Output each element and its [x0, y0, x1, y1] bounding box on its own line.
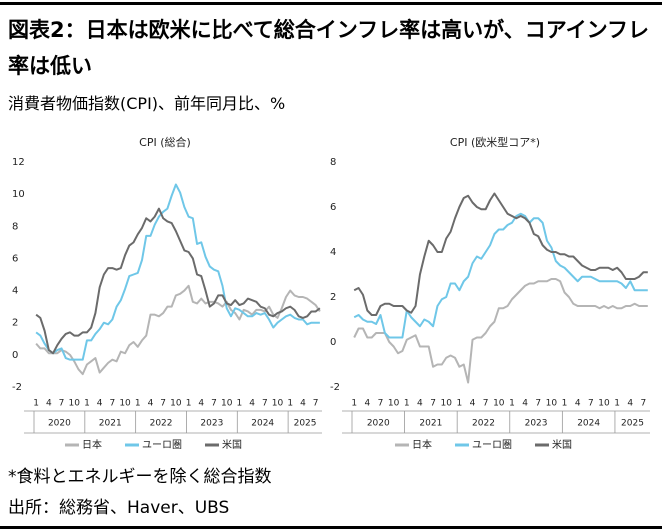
- y-tick-label: 8: [12, 221, 18, 232]
- y-tick-label: 0: [12, 350, 18, 361]
- year-label: 2024: [251, 419, 274, 429]
- y-tick-label: 2: [330, 292, 336, 303]
- year-label: 2021: [99, 419, 122, 429]
- x-tick-label: 7: [535, 399, 541, 409]
- x-tick-label: 1: [351, 399, 357, 409]
- series-line: [35, 183, 320, 361]
- x-tick-label: 4: [249, 399, 255, 409]
- year-label: 2024: [577, 419, 600, 429]
- series-line: [353, 192, 648, 316]
- x-tick-label: 10: [440, 399, 452, 409]
- x-tick-label: 7: [211, 399, 217, 409]
- x-tick-label: 10: [221, 399, 233, 409]
- legend-label: ユーロ圏: [472, 439, 512, 451]
- page-title: 図表2：日本は欧米に比べて総合インフレ率は高いが、コアインフレ率は低い: [8, 18, 650, 78]
- x-tick-label: 10: [170, 399, 182, 409]
- x-tick-label: 7: [483, 399, 489, 409]
- x-tick-label: 10: [546, 399, 558, 409]
- y-tick-label: 10: [12, 189, 25, 200]
- year-label: 2025: [621, 419, 644, 429]
- x-tick-label: 10: [119, 399, 131, 409]
- x-tick-label: 10: [598, 399, 610, 409]
- y-tick-label: 4: [12, 286, 18, 297]
- top-rule: [0, 2, 662, 5]
- x-tick-label: 4: [522, 399, 528, 409]
- x-tick-label: 1: [509, 399, 515, 409]
- x-tick-label: 4: [97, 399, 103, 409]
- series-line: [35, 284, 321, 376]
- year-label: 2021: [419, 419, 442, 429]
- x-tick-label: 7: [160, 399, 166, 409]
- x-tick-label: 1: [237, 399, 243, 409]
- y-tick-label: 0: [330, 337, 336, 348]
- x-tick-label: 4: [575, 399, 581, 409]
- y-tick-label: 4: [330, 247, 336, 258]
- legend-label: ユーロ圏: [142, 439, 182, 451]
- x-tick-label: 4: [364, 399, 370, 409]
- x-tick-label: 1: [404, 399, 410, 409]
- x-tick-label: 10: [69, 399, 81, 409]
- legend-label: 米国: [552, 438, 572, 451]
- x-tick-label: 10: [388, 399, 400, 409]
- source: 出所：総務省、Haver、UBS: [8, 498, 230, 518]
- x-tick-label: 7: [641, 399, 647, 409]
- series-line: [353, 212, 648, 339]
- chart-title: CPI (総合): [139, 135, 191, 149]
- x-tick-label: 1: [457, 399, 463, 409]
- year-label: 2022: [150, 419, 173, 429]
- x-tick-label: 4: [417, 399, 423, 409]
- y-tick-label: -2: [330, 382, 340, 393]
- x-tick-label: 7: [588, 399, 594, 409]
- x-tick-label: 4: [627, 399, 633, 409]
- y-tick-label: 8: [330, 157, 336, 168]
- x-tick-label: 10: [493, 399, 505, 409]
- year-label: 2020: [367, 419, 390, 429]
- x-tick-label: 1: [186, 399, 192, 409]
- series-line: [353, 278, 648, 384]
- x-tick-label: 4: [198, 399, 204, 409]
- legend-label: 日本: [82, 438, 102, 451]
- x-tick-label: 1: [562, 399, 568, 409]
- year-label: 2020: [48, 419, 71, 429]
- legend-label: 日本: [412, 438, 432, 451]
- year-label: 2025: [294, 419, 317, 429]
- page-subtitle: 消費者物価指数(CPI)、前年同月比、%: [8, 94, 286, 113]
- x-tick-label: 7: [109, 399, 115, 409]
- x-tick-label: 4: [470, 399, 476, 409]
- year-label: 2023: [525, 419, 548, 429]
- footnote: *食料とエネルギーを除く総合指数: [8, 467, 272, 487]
- x-tick-label: 7: [430, 399, 436, 409]
- x-tick-label: 1: [84, 399, 90, 409]
- x-tick-label: 7: [313, 399, 319, 409]
- x-tick-label: 1: [287, 399, 293, 409]
- chart-title: CPI (欧米型コア*): [450, 135, 540, 149]
- year-label: 2022: [472, 419, 495, 429]
- bottom-rule: [0, 526, 662, 529]
- x-tick-label: 1: [614, 399, 620, 409]
- x-tick-label: 4: [46, 399, 52, 409]
- x-tick-label: 1: [33, 399, 39, 409]
- x-tick-label: 4: [148, 399, 154, 409]
- x-tick-label: 7: [59, 399, 65, 409]
- y-tick-label: 6: [330, 202, 336, 213]
- y-tick-label: -2: [12, 382, 22, 393]
- series-line: [35, 207, 321, 355]
- x-tick-label: 7: [262, 399, 268, 409]
- year-label: 2023: [200, 419, 223, 429]
- x-tick-label: 10: [272, 399, 284, 409]
- legend-label: 米国: [222, 438, 242, 451]
- y-tick-label: 12: [12, 157, 25, 168]
- y-tick-label: 6: [12, 253, 18, 264]
- x-tick-label: 1: [135, 399, 141, 409]
- y-tick-label: 2: [12, 318, 18, 329]
- x-tick-label: 7: [378, 399, 384, 409]
- x-tick-label: 4: [300, 399, 306, 409]
